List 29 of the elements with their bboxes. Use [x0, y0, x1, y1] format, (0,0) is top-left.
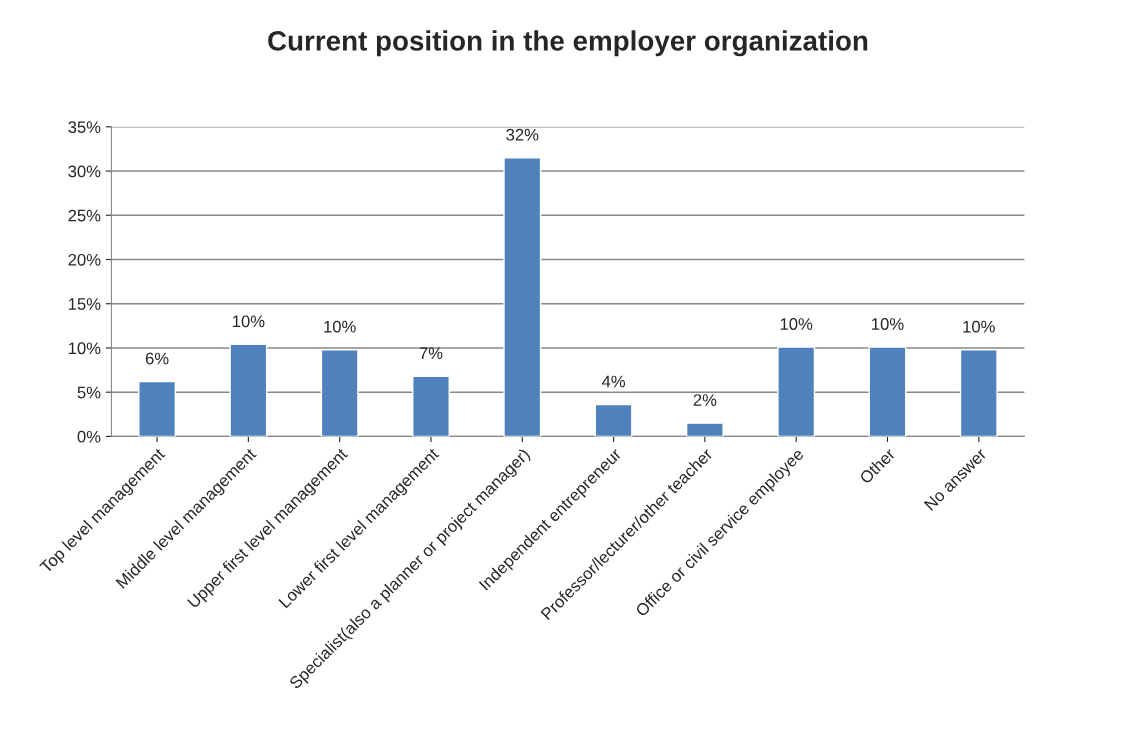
- bar: [594, 403, 633, 437]
- y-tick-label: 5%: [77, 386, 101, 399]
- chart-title: Current position in the employer organization: [268, 30, 868, 57]
- y-tick-label: 15%: [68, 298, 101, 310]
- y-tick-label: 30%: [68, 165, 101, 178]
- data-label: 4%: [601, 375, 626, 388]
- bar: [138, 380, 177, 437]
- bar: [777, 346, 816, 437]
- bar: [685, 422, 724, 437]
- data-label: 6%: [145, 352, 169, 365]
- bar: [320, 349, 359, 437]
- data-label: 10%: [324, 320, 356, 333]
- data-label: 7%: [419, 347, 443, 360]
- data-label: 2%: [693, 394, 717, 406]
- y-tick-label: 10%: [68, 342, 101, 355]
- data-label: 10%: [232, 315, 265, 328]
- data-label: 32%: [506, 128, 539, 141]
- bar: [412, 375, 450, 437]
- bar: [503, 157, 542, 437]
- y-tick-label: 25%: [68, 209, 101, 222]
- data-label: 10%: [780, 318, 813, 330]
- bar: [959, 349, 998, 437]
- y-tick-label: 35%: [68, 121, 101, 134]
- bar: [868, 346, 907, 437]
- bar: [229, 343, 268, 437]
- data-label: 10%: [872, 318, 904, 330]
- data-label: 10%: [963, 320, 995, 333]
- y-tick-label: 0%: [77, 430, 101, 443]
- y-tick-label: 20%: [68, 253, 101, 266]
